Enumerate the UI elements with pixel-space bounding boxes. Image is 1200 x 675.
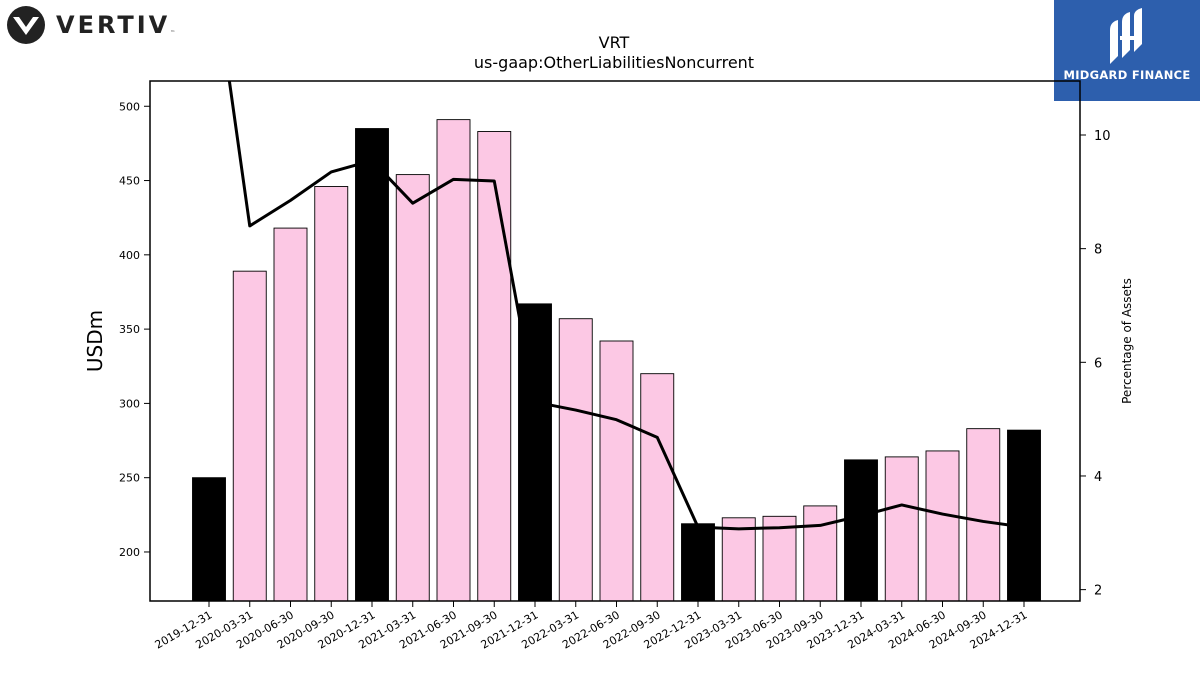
percentage-of-assets-line — [227, 81, 1025, 531]
y-tick-label: 250 — [119, 472, 140, 485]
y2-axis-label: Percentage of Assets — [1120, 278, 1134, 404]
bar-2023-09-30 — [803, 505, 838, 602]
bar-2021-06-30 — [436, 119, 471, 602]
bar-2020-09-30 — [314, 186, 349, 602]
y2-tick-label: 10 — [1094, 129, 1111, 144]
midgard-logo-text: MIDGARD FINANCE — [1063, 68, 1191, 82]
bar-2022-09-30 — [640, 373, 675, 602]
line-layer — [227, 81, 1025, 531]
bar-2024-06-30 — [925, 450, 960, 602]
bar-2023-03-31 — [721, 517, 756, 602]
vertiv-trademark: ™ — [170, 30, 176, 36]
y2-tick-label: 6 — [1094, 356, 1102, 371]
bar-2021-03-31 — [395, 174, 430, 602]
y-tick-label: 500 — [119, 100, 140, 113]
vertiv-logo-icon — [7, 6, 45, 44]
bar-2022-06-30 — [599, 340, 634, 602]
bar-2024-09-30 — [966, 428, 1001, 602]
bar-2020-03-31 — [232, 270, 267, 602]
midgard-logo-icon — [1110, 8, 1142, 64]
y-axis-label: USDm — [83, 310, 107, 372]
y-tick-label: 450 — [119, 175, 140, 188]
plot-frame — [149, 80, 1081, 602]
y-tick-label: 350 — [119, 323, 140, 336]
bar-2021-12-31 — [518, 303, 552, 602]
y-tick-label: 200 — [119, 546, 140, 559]
bar-2023-06-30 — [762, 515, 797, 602]
chart-subtitle: us-gaap:OtherLiabilitiesNoncurrent — [474, 53, 754, 72]
bar-2020-12-31 — [355, 128, 389, 602]
y2-tick-label: 4 — [1094, 470, 1102, 485]
y2-tick-label: 8 — [1094, 243, 1102, 258]
bar-2022-03-31 — [558, 318, 593, 602]
bar-2019-12-31 — [192, 477, 226, 602]
y-tick-label: 300 — [119, 397, 140, 410]
midgard-finance-logo: MIDGARD FINANCE — [1054, 0, 1200, 101]
bar-2022-12-31 — [681, 523, 715, 602]
bar-2024-03-31 — [884, 456, 919, 602]
y-tick-label: 400 — [119, 249, 140, 262]
chart-title: VRT — [599, 33, 630, 52]
bar-2020-06-30 — [273, 227, 308, 602]
vertiv-logo-text: VERTIV — [56, 11, 171, 39]
y2-tick-label: 2 — [1094, 584, 1102, 599]
bar-2023-12-31 — [844, 459, 878, 602]
bar-2024-12-31 — [1007, 429, 1041, 602]
bars-layer — [192, 119, 1041, 602]
bar-2021-09-30 — [477, 131, 512, 602]
vertiv-logo: VERTIV ™ — [6, 4, 175, 46]
